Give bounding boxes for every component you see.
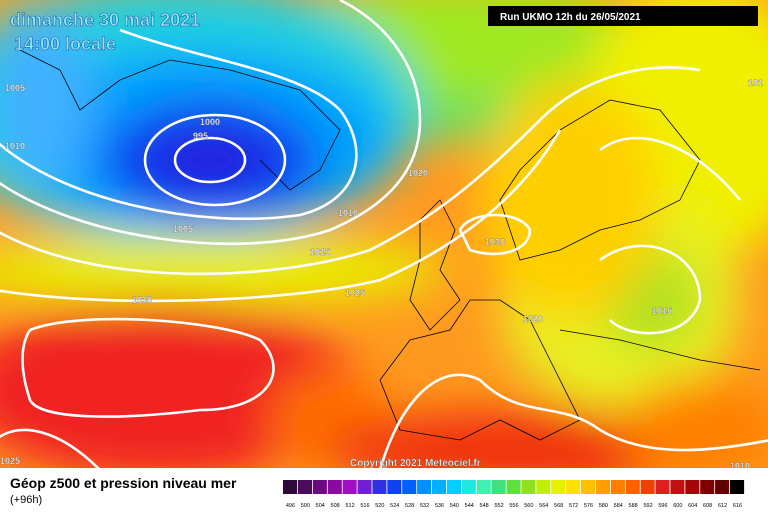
legend-swatch: [283, 480, 298, 494]
legend-swatch: [417, 480, 432, 494]
legend-label: 584: [614, 503, 623, 509]
legend-swatch: [610, 480, 625, 494]
legend-label: 536: [435, 503, 444, 509]
isobar-label: 1010: [5, 141, 25, 151]
legend-label: 528: [405, 503, 414, 509]
map-time: 14:00 locale: [14, 34, 116, 54]
legend-label: 576: [584, 503, 593, 509]
isobar-label: 1025: [0, 456, 20, 466]
isobar-labels: 1005 1010 1000 995 1020 1010 1005 1015 1030 1025 1…: [0, 78, 763, 471]
legend-swatch: [297, 480, 312, 494]
run-info: Run UKMO 12h du 26/05/2021: [500, 12, 641, 23]
legend-label: 560: [524, 503, 533, 509]
run-box: [488, 6, 758, 26]
isobar-label: 1010: [338, 208, 358, 218]
legend-label: 496: [286, 503, 295, 509]
isobar-label: 1015: [652, 306, 672, 316]
legend-label: 524: [390, 503, 399, 509]
legend-swatch: [551, 480, 566, 494]
legend-label: 500: [301, 503, 310, 509]
legend-swatch: [312, 480, 327, 494]
legend-label: 612: [718, 503, 727, 509]
legend-label: 588: [629, 503, 638, 509]
legend-swatch: [357, 480, 372, 494]
legend-swatch: [670, 480, 685, 494]
legend-swatch: [461, 480, 476, 494]
legend-swatch: [655, 480, 670, 494]
legend-label: 548: [480, 503, 489, 509]
coastlines: [19, 49, 761, 441]
legend-label: 592: [643, 503, 652, 509]
legend-swatch: [700, 480, 715, 494]
legend-swatch: [476, 480, 491, 494]
isobar-label: 1015: [310, 247, 330, 257]
legend-swatch: [432, 480, 447, 494]
isobar-label: 995: [193, 131, 208, 141]
legend-swatch: [372, 480, 387, 494]
isobar-label: 1030: [132, 295, 152, 305]
legend-swatch: [521, 480, 536, 494]
isobar-label: 1005: [5, 83, 25, 93]
legend-label: 504: [316, 503, 325, 509]
legend-swatch: [625, 480, 640, 494]
isobars: [0, 0, 768, 468]
isobar-label: 1020: [408, 168, 428, 178]
legend-swatch: [446, 480, 461, 494]
legend-swatch: [491, 480, 506, 494]
color-legend: 496 500 504 508 512 516 520 524 528 532 536 540 544 5…: [283, 480, 745, 509]
legend-label: 568: [554, 503, 563, 509]
legend-swatch: [595, 480, 610, 494]
legend-label: 564: [539, 503, 548, 509]
legend-swatch: [536, 480, 551, 494]
legend-label: 616: [733, 503, 742, 509]
legend-label: 516: [360, 503, 369, 509]
legend-label: 520: [375, 503, 384, 509]
legend-label: 580: [599, 503, 608, 509]
legend-swatch: [640, 480, 655, 494]
legend-label: 556: [509, 503, 518, 509]
field: 1005 1010 1000 995 1020 1010 1005 1015 1030 1025 1…: [0, 0, 768, 471]
isobar-label: 1000: [200, 117, 220, 127]
legend-swatch: [506, 480, 521, 494]
legend-label: 552: [494, 503, 503, 509]
legend-swatch: [402, 480, 417, 494]
footer-lead: (+96h): [10, 494, 42, 506]
isobar-label: 1025: [345, 288, 365, 298]
legend-swatch: [581, 480, 596, 494]
legend-swatch: [566, 480, 581, 494]
legend-label: 540: [450, 503, 459, 509]
legend-label: 600: [673, 503, 682, 509]
legend-swatch: [327, 480, 342, 494]
map-date: dimanche 30 mai 2021: [10, 10, 200, 30]
legend-swatch: [685, 480, 700, 494]
copyright: Copyright 2021 Meteociel.fr: [350, 458, 481, 469]
isobar-label: 101: [748, 78, 763, 88]
legend-label: 572: [569, 503, 578, 509]
legend-swatch: [342, 480, 357, 494]
legend-swatch: [730, 480, 745, 494]
isobar-label: 1010: [730, 461, 750, 471]
legend-label: 508: [331, 503, 340, 509]
legend-label: 608: [703, 503, 712, 509]
legend-label: 604: [688, 503, 697, 509]
legend-label: 512: [345, 503, 354, 509]
legend-label: 596: [658, 503, 667, 509]
footer-title: Géop z500 et pression niveau mer: [10, 475, 237, 491]
legend-label: 544: [465, 503, 474, 509]
isobar-label: 1020: [523, 314, 543, 324]
isobar-label: 1005: [173, 224, 193, 234]
legend-swatch: [715, 480, 730, 494]
legend-label: 532: [420, 503, 429, 509]
isobar-label: 1030: [485, 237, 505, 247]
legend-swatch: [387, 480, 402, 494]
